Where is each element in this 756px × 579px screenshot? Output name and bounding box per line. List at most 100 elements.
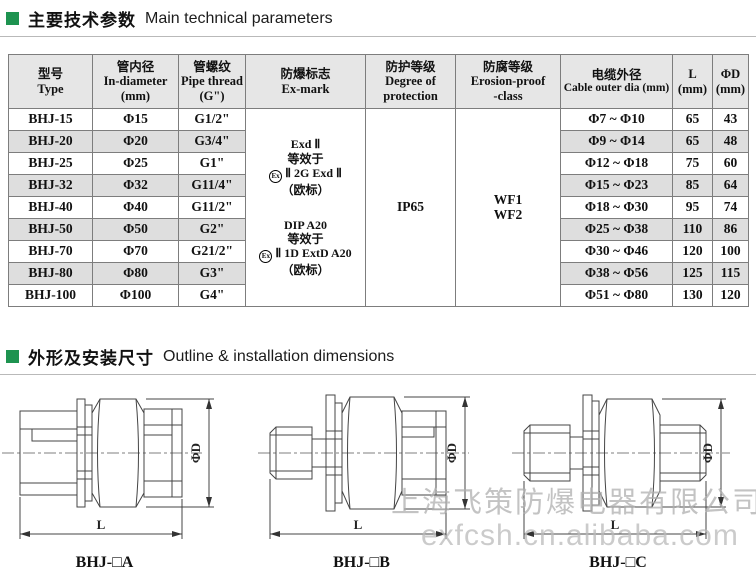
cell-length: 110	[672, 218, 713, 241]
ex-mark-block-2: DIP A20 等效于 Ex Ⅱ 1D ExtD A20 （欧标）	[247, 218, 364, 278]
cell-diameter: Φ80	[92, 262, 179, 285]
cell-type: BHJ-40	[8, 196, 93, 219]
table-row: BHJ-15 Φ15 G1/2" Exd Ⅱ 等效于 Ex Ⅱ 2G Exd Ⅱ…	[8, 108, 749, 307]
cell-thread: G21/2"	[178, 240, 246, 263]
header-type: 型号 Type	[8, 54, 93, 109]
cell-type: BHJ-20	[8, 130, 93, 153]
dim-label-l: L	[97, 517, 106, 532]
cell-outer-dia: 48	[712, 130, 749, 153]
cell-length: 120	[672, 240, 713, 263]
dim-label-l: L	[354, 517, 363, 532]
header-length: L (mm)	[672, 54, 713, 109]
cell-length: 75	[672, 152, 713, 175]
cell-thread: G1"	[178, 152, 246, 175]
technical-drawing-a: ΦD L	[2, 398, 214, 539]
cell-type: BHJ-15	[8, 108, 93, 131]
cell-thread: G1/2"	[178, 108, 246, 131]
cell-type: BHJ-80	[8, 262, 93, 285]
dim-label-l: L	[611, 517, 620, 532]
cell-type: BHJ-32	[8, 174, 93, 197]
cell-diameter: Φ70	[92, 240, 179, 263]
cell-type: BHJ-25	[8, 152, 93, 175]
cell-diameter: Φ25	[92, 152, 179, 175]
cell-diameter: Φ32	[92, 174, 179, 197]
cell-cable-dia: Φ30 ~ Φ46	[560, 240, 673, 263]
cell-type: BHJ-100	[8, 284, 93, 307]
cell-cable-dia: Φ7 ~ Φ10	[560, 108, 673, 131]
cell-cable-dia: Φ9 ~ Φ14	[560, 130, 673, 153]
cell-outer-dia: 74	[712, 196, 749, 219]
atex-ex-icon: Ex	[259, 250, 273, 264]
cell-outer-dia: 120	[712, 284, 749, 307]
drawing-label-b: BHJ-□B	[333, 554, 390, 571]
parameters-table: 型号 Type 管内径 In-diameter (mm) 管螺纹 Pipe th…	[8, 54, 749, 307]
cell-outer-dia: 43	[712, 108, 749, 131]
ex-mark-block-1: Exd Ⅱ 等效于 Ex Ⅱ 2G Exd Ⅱ （欧标）	[247, 137, 364, 197]
cell-cable-dia: Φ25 ~ Φ38	[560, 218, 673, 241]
section-header-parameters: 主要技术参数 Main technical parameters	[0, 0, 756, 37]
cell-type: BHJ-70	[8, 240, 93, 263]
dim-label-phid: ΦD	[444, 443, 459, 463]
drawing-label-c: BHJ-□C	[589, 554, 647, 571]
drawing-bhj-c: ΦD L BHJ-□C	[510, 387, 756, 572]
header-in-diameter: 管内径 In-diameter (mm)	[92, 54, 179, 109]
cell-cable-dia: Φ18 ~ Φ30	[560, 196, 673, 219]
table-row: BHJ-100 Φ100 G4" Φ51 ~ Φ80 130 120	[8, 284, 749, 307]
cell-type: BHJ-50	[8, 218, 93, 241]
cell-outer-dia: 60	[712, 152, 749, 175]
cell-thread: G3/4"	[178, 130, 246, 153]
cell-thread: G11/4"	[178, 174, 246, 197]
cell-thread: G4"	[178, 284, 246, 307]
cell-diameter: Φ50	[92, 218, 179, 241]
table-header-row: 型号 Type 管内径 In-diameter (mm) 管螺纹 Pipe th…	[8, 54, 749, 109]
cell-length: 125	[672, 262, 713, 285]
cell-diameter: Φ100	[92, 284, 179, 307]
header-outer-diameter: ΦD (mm)	[712, 54, 749, 109]
drawing-bhj-b: ΦD L BHJ-□B	[254, 387, 510, 572]
section-title-en: Main technical parameters	[145, 9, 333, 27]
cell-length: 130	[672, 284, 713, 307]
drawing-bhj-a: ΦD L BHJ-□A	[2, 387, 254, 572]
header-cable-outer-dia: 电缆外径 Cable outer dia (mm)	[560, 54, 673, 109]
cell-outer-dia: 86	[712, 218, 749, 241]
green-square-bullet-icon	[6, 350, 19, 363]
cell-diameter: Φ20	[92, 130, 179, 153]
cell-diameter: Φ15	[92, 108, 179, 131]
header-erosion-proof-class: 防腐等级 Erosion-proof -class	[455, 54, 561, 109]
cell-length: 95	[672, 196, 713, 219]
section-title-en: Outline & installation dimensions	[163, 347, 395, 365]
cell-length: 65	[672, 108, 713, 131]
cell-outer-dia: 115	[712, 262, 749, 285]
green-square-bullet-icon	[6, 12, 19, 25]
table-row: BHJ-40 Φ40 G11/2" Φ18 ~ Φ30 95 74	[8, 196, 749, 219]
cell-cable-dia: Φ12 ~ Φ18	[560, 152, 673, 175]
cell-thread: G11/2"	[178, 196, 246, 219]
cell-outer-dia: 64	[712, 174, 749, 197]
cell-protection: IP65	[365, 108, 456, 307]
cell-ex-mark: Exd Ⅱ 等效于 Ex Ⅱ 2G Exd Ⅱ （欧标） DIP A20 等效于…	[245, 108, 366, 307]
atex-ex-icon: Ex	[269, 170, 283, 184]
technical-drawing-c: ΦD L	[512, 394, 730, 539]
cell-length: 85	[672, 174, 713, 197]
cell-length: 65	[672, 130, 713, 153]
cell-erosion: WF1 WF2	[455, 108, 561, 307]
dim-label-phid: ΦD	[188, 443, 203, 463]
cell-cable-dia: Φ15 ~ Φ23	[560, 174, 673, 197]
outline-drawings-row: ΦD L BHJ-□A	[0, 387, 756, 572]
table-row: BHJ-32 Φ32 G11/4" Φ15 ~ Φ23 85 64	[8, 174, 749, 197]
header-degree-of-protection: 防护等级 Degree of protection	[365, 54, 456, 109]
cell-cable-dia: Φ51 ~ Φ80	[560, 284, 673, 307]
cell-diameter: Φ40	[92, 196, 179, 219]
table-row: BHJ-20 Φ20 G3/4" Φ9 ~ Φ14 65 48	[8, 130, 749, 153]
cell-thread: G2"	[178, 218, 246, 241]
dim-label-phid: ΦD	[700, 443, 715, 463]
cell-outer-dia: 100	[712, 240, 749, 263]
cell-cable-dia: Φ38 ~ Φ56	[560, 262, 673, 285]
section-header-dimensions: 外形及安装尺寸 Outline & installation dimension…	[0, 338, 756, 375]
drawing-label-a: BHJ-□A	[75, 554, 134, 571]
section-title-zh: 外形及安装尺寸	[28, 349, 154, 368]
section-title-zh: 主要技术参数	[28, 11, 136, 30]
cell-thread: G3"	[178, 262, 246, 285]
header-pipe-thread: 管螺纹 Pipe thread (G")	[178, 54, 246, 109]
technical-drawing-b: ΦD L	[258, 394, 470, 539]
